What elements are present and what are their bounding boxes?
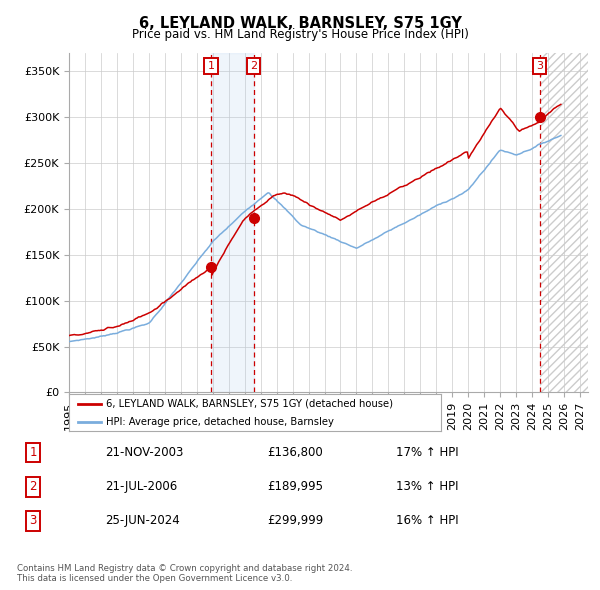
Text: £136,800: £136,800 (267, 446, 323, 459)
Bar (540, 53, 588, 392)
Text: Price paid vs. HM Land Registry's House Price Index (HPI): Price paid vs. HM Land Registry's House … (131, 28, 469, 41)
Text: £189,995: £189,995 (267, 480, 323, 493)
Text: HPI: Average price, detached house, Barnsley: HPI: Average price, detached house, Barn… (106, 417, 334, 427)
Text: 25-JUN-2024: 25-JUN-2024 (105, 514, 180, 527)
Text: 3: 3 (536, 61, 544, 71)
Bar (211, 53, 254, 392)
Text: 6, LEYLAND WALK, BARNSLEY, S75 1GY (detached house): 6, LEYLAND WALK, BARNSLEY, S75 1GY (deta… (106, 399, 393, 409)
Text: 17% ↑ HPI: 17% ↑ HPI (396, 446, 458, 459)
Text: Contains HM Land Registry data © Crown copyright and database right 2024.
This d: Contains HM Land Registry data © Crown c… (17, 563, 352, 583)
Text: 21-NOV-2003: 21-NOV-2003 (105, 446, 184, 459)
Text: 13% ↑ HPI: 13% ↑ HPI (396, 480, 458, 493)
Text: 16% ↑ HPI: 16% ↑ HPI (396, 514, 458, 527)
Text: 1: 1 (29, 446, 37, 459)
Text: 2: 2 (29, 480, 37, 493)
Text: £299,999: £299,999 (267, 514, 323, 527)
Text: 21-JUL-2006: 21-JUL-2006 (105, 480, 177, 493)
Text: 2: 2 (250, 61, 257, 71)
Text: 1: 1 (208, 61, 215, 71)
Text: 6, LEYLAND WALK, BARNSLEY, S75 1GY: 6, LEYLAND WALK, BARNSLEY, S75 1GY (139, 16, 461, 31)
Text: 3: 3 (29, 514, 37, 527)
